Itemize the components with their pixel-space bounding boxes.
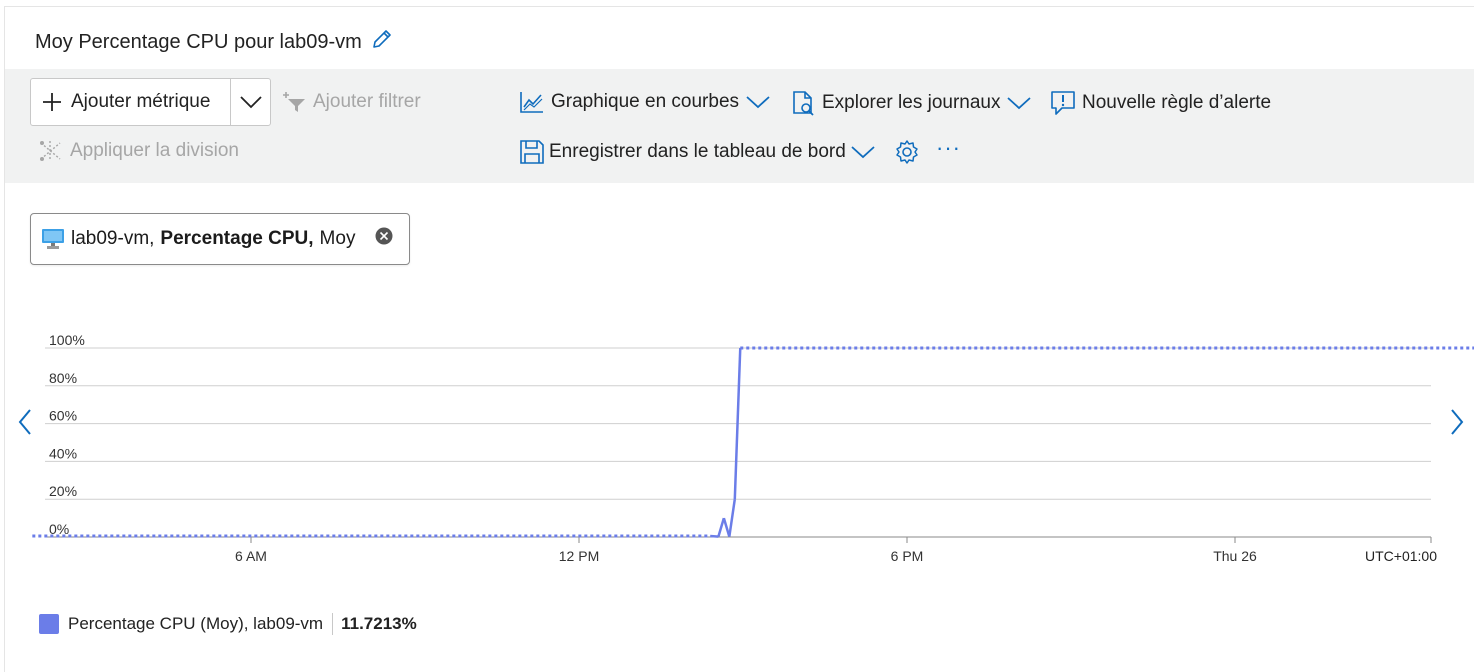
- x-tick-label: 6 AM: [235, 548, 267, 564]
- apply-split-button[interactable]: Appliquer la division: [38, 139, 239, 163]
- metric-chip[interactable]: lab09-vm, Percentage CPU, Moy: [30, 213, 410, 265]
- add-filter-button[interactable]: Ajouter filtrer: [281, 90, 421, 114]
- save-dashboard-label: Enregistrer dans le tableau de bord: [549, 141, 846, 162]
- explore-logs-button[interactable]: Explorer les journaux: [790, 90, 1032, 116]
- add-metric-button[interactable]: Ajouter métrique: [31, 79, 231, 125]
- chevron-down-icon: [851, 146, 875, 159]
- split-icon: [40, 141, 61, 161]
- chevron-right-icon: [1451, 409, 1464, 435]
- add-filter-label: Ajouter filtrer: [313, 91, 421, 112]
- timezone-label: UTC+01:00: [1365, 548, 1437, 564]
- panel-title: Moy Percentage CPU pour lab09-vm: [35, 30, 362, 53]
- legend-series-label: Percentage CPU (Moy), lab09-vm: [68, 614, 324, 633]
- add-metric-split-button: Ajouter métrique: [30, 78, 271, 126]
- new-alert-rule-label: Nouvelle règle d’alerte: [1082, 92, 1272, 113]
- chart-toolbar: Ajouter métrique Ajouter filtrer Appliqu…: [5, 69, 1474, 183]
- legend-series-swatch: [39, 614, 59, 634]
- settings-button[interactable]: [894, 139, 920, 165]
- series-line-segment: [710, 534, 719, 538]
- series-line-segment: [722, 517, 731, 537]
- chip-aggregation: Moy: [319, 228, 356, 249]
- metric-panel: Moy Percentage CPU pour lab09-vm Ajouter…: [4, 6, 1474, 672]
- chevron-down-icon: [746, 96, 770, 109]
- chevron-left-icon: [18, 409, 31, 435]
- series-line-segment: [733, 347, 742, 500]
- add-filter-icon: [283, 92, 305, 112]
- chevron-down-icon: [1007, 97, 1032, 110]
- y-tick-label: 20%: [49, 483, 77, 499]
- add-metric-dropdown[interactable]: [231, 79, 270, 125]
- chevron-down-icon: [239, 96, 262, 109]
- y-tick-label: 100%: [49, 332, 85, 348]
- edit-pencil-icon[interactable]: [370, 27, 394, 57]
- y-tick-label: 40%: [49, 445, 77, 461]
- chip-metric: Percentage CPU,: [160, 228, 314, 249]
- legend-series-value: 11.7213%: [341, 614, 417, 633]
- panel-title-area: Moy Percentage CPU pour lab09-vm: [35, 27, 394, 57]
- logs-icon: [793, 91, 814, 116]
- next-period-button[interactable]: [1449, 408, 1465, 441]
- save-dashboard-button[interactable]: Enregistrer dans le tableau de bord: [519, 139, 876, 165]
- chart-legend: Percentage CPU (Moy), lab09-vm 11.7213%: [39, 613, 417, 635]
- y-tick-label: 80%: [49, 370, 77, 386]
- y-tick-label: 60%: [49, 408, 77, 424]
- x-tick-label: Thu 26: [1213, 548, 1257, 564]
- add-metric-label: Ajouter métrique: [71, 91, 211, 112]
- cpu-line-chart: 100% 80% 60% 40% 20% 0% 6 AM 12 PM 6 PM Thu 26 U…: [32, 332, 1474, 564]
- vm-monitor-icon: [42, 229, 64, 249]
- series-line-segment: [728, 499, 737, 537]
- gear-icon: [896, 140, 918, 164]
- save-icon: [520, 140, 544, 164]
- more-label: ···: [936, 135, 961, 160]
- x-tick-label: 6 PM: [891, 548, 924, 564]
- apply-split-label: Appliquer la division: [70, 140, 239, 161]
- y-tick-label: 0%: [49, 521, 69, 537]
- series-line-segment: [717, 517, 726, 537]
- line-chart-label: Graphique en courbes: [551, 91, 740, 112]
- remove-metric-icon[interactable]: [375, 227, 393, 251]
- previous-period-button[interactable]: [17, 408, 33, 441]
- more-options-button[interactable]: ···: [936, 135, 961, 161]
- explore-logs-label: Explorer les journaux: [822, 92, 1001, 113]
- x-tick-label: 12 PM: [559, 548, 599, 564]
- chip-resource: lab09-vm,: [71, 228, 155, 249]
- new-alert-rule-button[interactable]: Nouvelle règle d’alerte: [1050, 90, 1271, 116]
- legend-divider: [332, 613, 334, 635]
- alert-icon: [1051, 91, 1075, 115]
- line-chart-icon: [520, 92, 543, 113]
- line-chart-button[interactable]: Graphique en courbes: [519, 90, 771, 114]
- plus-icon: [43, 93, 61, 111]
